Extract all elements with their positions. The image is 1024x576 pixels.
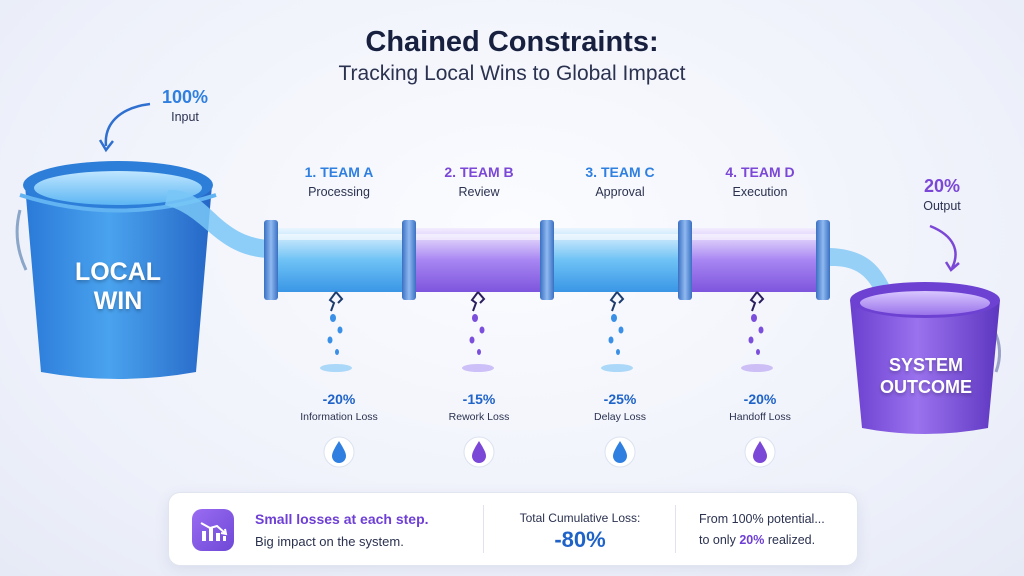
team-b-loss-label: Rework Loss	[448, 411, 510, 423]
output-label: Output	[923, 199, 961, 213]
team-a-name: 1. TEAM A	[304, 164, 374, 180]
team-c-role: Approval	[595, 185, 645, 199]
total-loss-value: -80%	[554, 527, 606, 552]
to-text: to only 20% realized.	[699, 533, 816, 547]
input-percent: 100%	[161, 87, 209, 107]
leak-a	[320, 291, 352, 372]
system-outcome-label: SYSTEM OUTCOME	[880, 355, 972, 397]
pipe-flanges	[264, 220, 830, 300]
team-d-role: Execution	[732, 185, 788, 199]
curved-arrow-icon	[104, 102, 151, 147]
water-drop-icon	[604, 436, 636, 468]
local-win-bucket	[15, 161, 217, 379]
team-a-role: Processing	[308, 185, 370, 199]
page-subtitle: Tracking Local Wins to Global Impact	[338, 62, 686, 85]
local-win-label: LOCAL WIN	[74, 258, 162, 315]
team-d-name: 4. TEAM D	[725, 164, 795, 180]
team-d-loss: -20%	[743, 391, 777, 407]
team-a-loss: -20%	[322, 391, 356, 407]
from-text: From 100% potential...	[699, 512, 825, 526]
realized-value: 20%	[739, 533, 765, 547]
leak-b	[462, 291, 494, 372]
input-label: Input	[171, 110, 199, 124]
team-b-loss: -15%	[462, 391, 496, 407]
curved-arrow-icon	[929, 224, 957, 269]
summary-subline: Big impact on the system.	[255, 534, 404, 549]
system-outcome-bucket	[850, 282, 1001, 434]
divider	[675, 505, 676, 553]
water-drop-icon	[463, 436, 495, 468]
chart-icon	[192, 509, 234, 551]
summary-headline: Small losses at each step.	[255, 511, 429, 527]
leak-c	[601, 291, 633, 372]
team-c-name: 3. TEAM C	[585, 164, 655, 180]
divider	[483, 505, 484, 553]
total-loss-label: Total Cumulative Loss:	[519, 511, 641, 525]
team-d-loss-label: Handoff Loss	[729, 411, 791, 423]
water-drop-icon	[744, 436, 776, 468]
output-percent: 20%	[923, 176, 961, 196]
leak-d	[741, 291, 773, 372]
team-b-name: 2. TEAM B	[444, 164, 514, 180]
summary-panel: Small losses at each step. Big impact on…	[168, 492, 858, 566]
water-drop-icon	[323, 436, 355, 468]
team-a-loss-label: Information Loss	[300, 411, 378, 423]
team-c-loss-label: Delay Loss	[594, 411, 646, 423]
team-c-loss: -25%	[603, 391, 637, 407]
page-title: Chained Constraints:	[365, 26, 659, 58]
team-b-role: Review	[458, 185, 500, 199]
